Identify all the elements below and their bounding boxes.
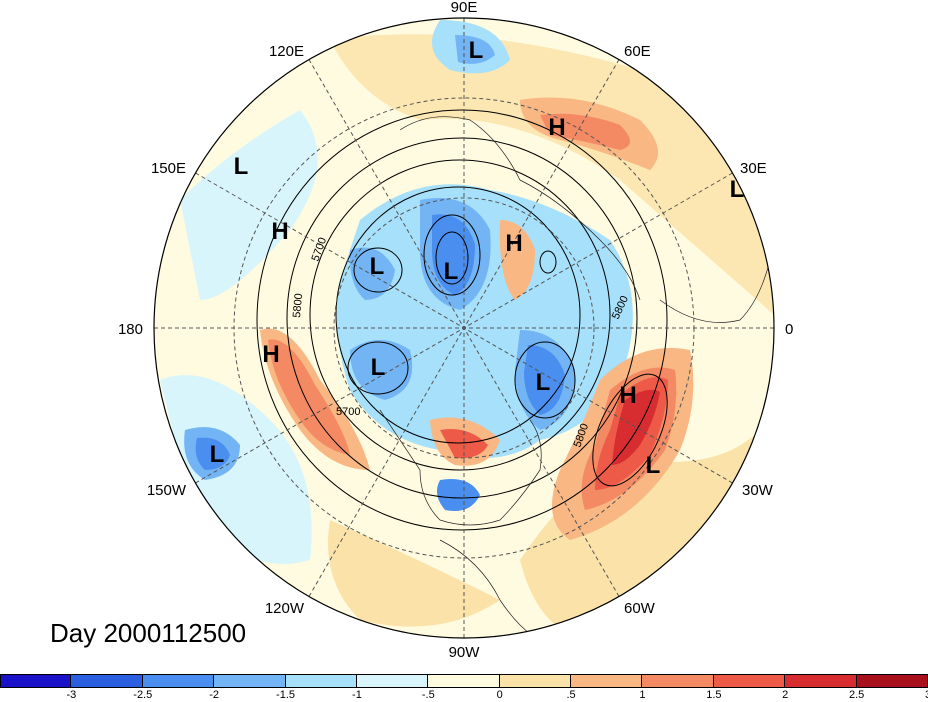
plot-title: Day 2000112500 (50, 618, 247, 648)
graticule (154, 18, 774, 638)
lon-label-120e: 120E (269, 43, 304, 60)
colorbar-tick-label: -.5 (421, 689, 435, 701)
lon-label-30e: 30E (740, 160, 767, 177)
colorbar-frame (0, 674, 928, 688)
colorbar-tick-label: -3 (66, 689, 77, 701)
low-marker: L (646, 452, 661, 479)
map-boundary (153, 17, 775, 639)
colorbar-tick-label: 2 (782, 689, 789, 701)
lon-label-60w: 60W (624, 600, 656, 617)
colorbar-tick-label: 3 (925, 689, 928, 701)
lon-label-150e: 150E (151, 160, 186, 177)
colorbar-tick-label: 1 (639, 689, 646, 701)
contour-label: 5800 (291, 293, 305, 318)
low-marker: L (234, 153, 249, 180)
colorbar-tick-label: -1 (352, 689, 362, 701)
colorbar-swatch (142, 674, 215, 688)
high-marker: H (548, 114, 565, 141)
colorbar-swatch (499, 674, 572, 688)
low-marker: L (210, 441, 225, 468)
low-marker: L (370, 253, 385, 280)
colorbar-tick-label: -2.5 (133, 689, 153, 701)
lon-label-90e: 90E (451, 0, 478, 16)
high-marker: H (262, 341, 279, 368)
anomaly-field (154, 18, 774, 638)
low-marker: L (371, 354, 386, 381)
colorbar-swatch (785, 674, 857, 688)
colorbar-swatch (356, 674, 429, 688)
colorbar-swatch (713, 674, 786, 688)
colorbar-swatch (214, 674, 286, 688)
colorbar-swatch (0, 674, 72, 688)
high-marker: H (271, 218, 288, 245)
colorbar-tick-label: 2.5 (848, 689, 865, 701)
high-marker: H (505, 230, 522, 257)
lon-label-0: 0 (785, 321, 793, 338)
geopotential-contours (256, 109, 668, 531)
high-marker: H (619, 382, 636, 409)
lon-label-30w: 30W (742, 482, 774, 499)
contour-label: 5700 (336, 406, 360, 418)
lon-label-60e: 60E (624, 43, 651, 60)
colorbar: -3 -2.5 -2 -1.5 -1 -.5 0 .5 1 1.5 2 2.5 3 (0, 674, 928, 702)
lon-label-150w: 150W (147, 482, 187, 499)
colorbar-tick-label: 1.5 (706, 689, 722, 701)
low-marker: L (469, 37, 484, 64)
colorbar-swatch (71, 674, 143, 688)
lon-label-90w: 90W (449, 644, 481, 661)
colorbar-tick-label: -1.5 (276, 689, 296, 701)
colorbar-tick-label: .5 (566, 689, 576, 701)
low-marker: L (536, 369, 551, 396)
colorbar-swatch (428, 674, 500, 688)
colorbar-tick-label: -2 (209, 689, 220, 701)
lon-label-120w: 120W (265, 600, 305, 617)
low-marker: L (730, 176, 745, 203)
polar-stereographic-map: 5700 5800 5700 5800 5800 90E 90W 180 0 6… (118, 0, 793, 661)
colorbar-swatch (285, 674, 357, 688)
lon-label-180: 180 (118, 321, 143, 338)
colorbar-swatch (571, 674, 643, 688)
low-marker: L (444, 258, 459, 285)
colorbar-swatch (642, 674, 714, 688)
colorbar-tick-label: 0 (496, 689, 503, 701)
